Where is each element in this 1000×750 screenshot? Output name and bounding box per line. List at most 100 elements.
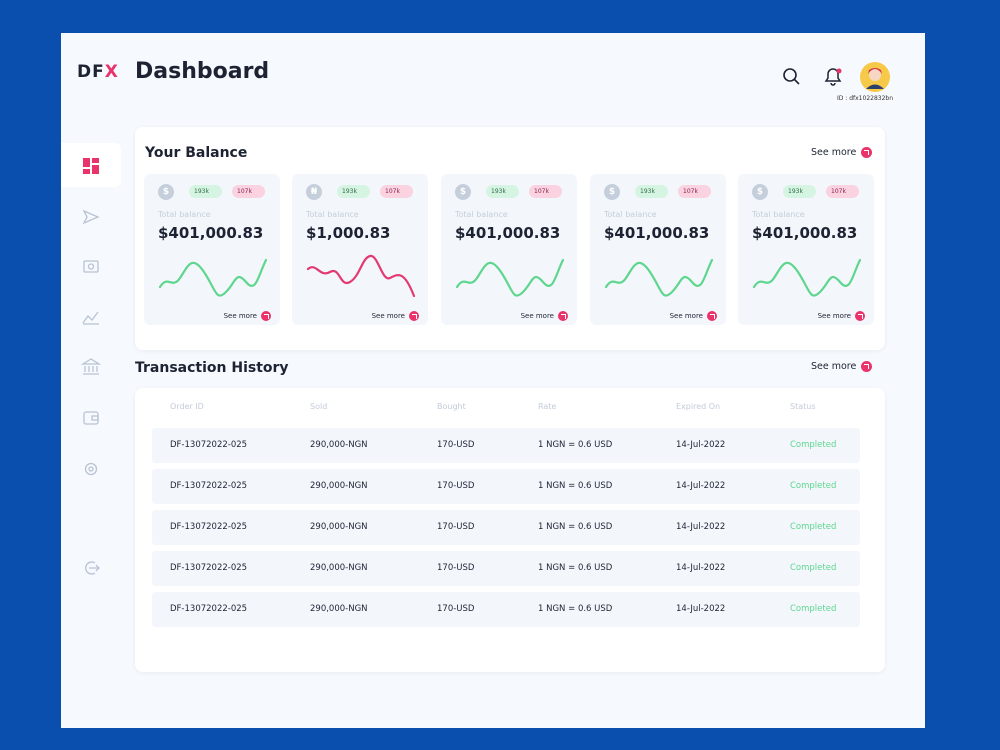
nav-analytics[interactable] (82, 311, 99, 325)
balance-amount: $401,000.83 (158, 224, 264, 242)
column-header: Status (790, 402, 816, 411)
card-see-more[interactable]: See more (521, 311, 568, 321)
balance-label: Total balance (604, 210, 657, 219)
table-cell: DF-13072022-025 (170, 440, 248, 450)
status: Completed (790, 563, 837, 573)
see-more-text: See more (811, 361, 857, 372)
table-cell: 14-Jul-2022 (676, 563, 726, 573)
table-cell: 170-USD (437, 440, 475, 450)
nav-dashboard[interactable] (83, 158, 99, 174)
down-badge: 107k (380, 185, 413, 198)
table-cell: 1 NGN = 0.6 USD (538, 604, 613, 614)
see-more-text: See more (371, 312, 405, 320)
sparkline (604, 258, 714, 297)
sparkline-path (604, 258, 714, 297)
arrow-icon (861, 361, 873, 372)
table-row: DF-13072022-025 290,000-NGN 170-USD 1 NGN =… (152, 592, 860, 627)
balance-title: Your Balance (145, 145, 248, 161)
balance-label: Total balance (158, 210, 211, 219)
down-badge: 107k (678, 185, 711, 198)
table-cell: 1 NGN = 0.6 USD (538, 522, 613, 532)
user-id: ID : dfx1022832bn (836, 95, 894, 102)
table-cell: 290,000-NGN (310, 440, 368, 450)
arrow-icon (855, 311, 865, 321)
table-cell: 1 NGN = 0.6 USD (538, 481, 613, 491)
card-see-more[interactable]: See more (224, 311, 271, 321)
up-badge: 193k (337, 185, 370, 198)
sparkline-path (752, 258, 862, 297)
see-more-text: See more (817, 312, 851, 320)
currency-icon: $ (455, 184, 471, 200)
table-row: DF-13072022-025 290,000-NGN 170-USD 1 NGN =… (152, 469, 860, 504)
status: Completed (790, 481, 837, 491)
table-row: DF-13072022-025 290,000-NGN 170-USD 1 NGN =… (152, 510, 860, 545)
balance-card: $193k 107k Total balance $401,000.83 See mor… (590, 174, 726, 325)
balance-amount: $401,000.83 (455, 224, 561, 242)
nav-send[interactable] (82, 209, 100, 225)
table-cell: 290,000-NGN (310, 604, 368, 614)
table-cell: 1 NGN = 0.6 USD (538, 563, 613, 573)
nav-bank[interactable] (80, 358, 102, 375)
up-badge: 193k (635, 185, 668, 198)
balance-see-more[interactable]: See more (811, 147, 873, 158)
table-cell: DF-13072022-025 (170, 481, 248, 491)
down-badge: 107k (826, 185, 859, 198)
nav-wallet[interactable] (83, 260, 99, 273)
nav-logout[interactable] (85, 561, 100, 575)
table-cell: 14-Jul-2022 (676, 440, 726, 450)
notification-icon[interactable] (821, 65, 845, 89)
table-cell: 1 NGN = 0.6 USD (538, 440, 613, 450)
table-cell: DF-13072022-025 (170, 604, 248, 614)
avatar[interactable] (859, 61, 891, 93)
table-cell: 290,000-NGN (310, 563, 368, 573)
table-cell: DF-13072022-025 (170, 563, 248, 573)
table-cell: 170-USD (437, 563, 475, 573)
arrow-icon (558, 311, 568, 321)
table-row: DF-13072022-025 290,000-NGN 170-USD 1 NGN =… (152, 551, 860, 586)
table-cell: 290,000-NGN (310, 481, 368, 491)
balance-label: Total balance (752, 210, 805, 219)
transactions-title: Transaction History (135, 360, 289, 376)
logo-text: DF (77, 62, 105, 82)
sparkline (306, 254, 416, 298)
table-cell: DF-13072022-025 (170, 522, 248, 532)
table-cell: 290,000-NGN (310, 522, 368, 532)
up-badge: 193k (189, 185, 222, 198)
arrow-icon (409, 311, 419, 321)
down-badge: 107k (529, 185, 562, 198)
sparkline (158, 258, 268, 297)
currency-icon: $ (604, 184, 620, 200)
column-header: Rate (538, 402, 557, 411)
card-see-more[interactable]: See more (670, 311, 717, 321)
status: Completed (790, 440, 837, 450)
column-header: Expired On (676, 402, 721, 411)
balance-card: ₦ 193k 107k Total balance $1,000.83 See more (292, 174, 428, 325)
logo-mark: X (104, 62, 119, 82)
balance-card: $193k 107k Total balance $401,000.83 See mor… (144, 174, 280, 325)
see-more-text: See more (811, 147, 857, 158)
sidebar-active (61, 143, 121, 187)
transactions-see-more[interactable]: See more (811, 361, 873, 372)
status: Completed (790, 522, 837, 532)
card-see-more[interactable]: See more (818, 311, 865, 321)
table-cell: 14-Jul-2022 (676, 522, 726, 532)
column-header: Order ID (170, 402, 204, 411)
table-cell: 14-Jul-2022 (676, 481, 726, 491)
card-see-more[interactable]: See more (372, 311, 419, 321)
column-header: Bought (437, 402, 466, 411)
arrow-icon (261, 311, 271, 321)
down-badge: 107k (232, 185, 265, 198)
see-more-text: See more (223, 312, 257, 320)
search-icon[interactable] (780, 65, 804, 89)
see-more-text: See more (669, 312, 703, 320)
nav-cards[interactable] (83, 411, 99, 425)
table-cell: 170-USD (437, 604, 475, 614)
nav-settings[interactable] (84, 462, 98, 476)
logo: DFX (77, 62, 119, 82)
sparkline (752, 258, 862, 297)
balance-amount: $1,000.83 (306, 224, 391, 242)
currency-icon: ₦ (306, 184, 322, 200)
currency-icon: $ (158, 184, 174, 200)
table-row: DF-13072022-025 290,000-NGN 170-USD 1 NGN =… (152, 428, 860, 463)
